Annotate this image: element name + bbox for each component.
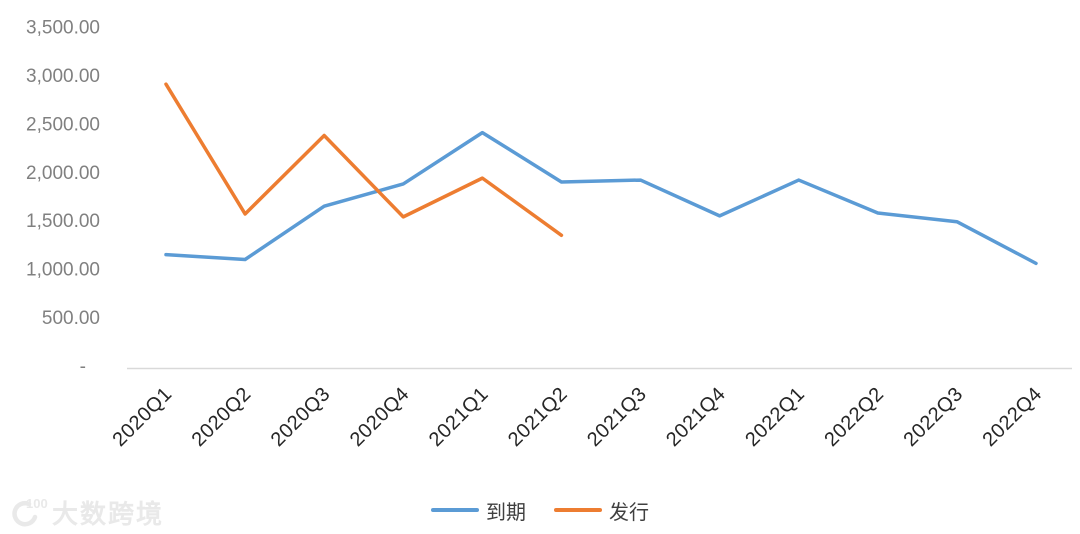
y-tick-label: -: [80, 357, 86, 378]
x-tick-label: 2020Q2: [188, 383, 256, 451]
x-tick-label: 2022Q1: [741, 383, 809, 451]
x-tick-label: 2022Q2: [820, 383, 888, 451]
x-tick-label: 2021Q4: [662, 383, 730, 451]
series-line-maturity: [164, 130, 1038, 266]
y-tick-label: 2,000.00: [26, 163, 100, 184]
legend-label-issuance: 发行: [609, 501, 649, 524]
series-line-issuance: [164, 82, 564, 238]
y-tick-label: 1,000.00: [26, 260, 100, 281]
y-tick-label: 3,500.00: [26, 18, 100, 39]
legend-label-maturity: 到期: [486, 501, 526, 524]
x-tick-label: 2021Q3: [583, 383, 651, 451]
x-tick-label: 2021Q1: [425, 383, 493, 451]
legend-item-issuance: 发行: [554, 496, 649, 525]
issuance-line-swatch: [554, 508, 602, 512]
legend: 到期 发行: [0, 494, 1080, 526]
watermark: 100 大数跨境: [8, 494, 164, 531]
watermark-logo-number: 100: [26, 496, 48, 511]
y-tick-label: 500.00: [42, 308, 100, 329]
y-tick-label: 2,500.00: [26, 114, 100, 135]
y-tick-label: 3,000.00: [26, 66, 100, 87]
x-tick-label: 2021Q2: [504, 383, 572, 451]
x-tick-label: 2022Q3: [899, 383, 967, 451]
x-tick-label: 2022Q4: [979, 383, 1047, 451]
maturity-line-swatch: [431, 508, 479, 512]
x-tick-label: 2020Q3: [267, 383, 335, 451]
x-tick-label: 2020Q1: [109, 383, 177, 451]
y-tick-label: 1,500.00: [26, 211, 100, 232]
watermark-logo-icon: 100: [12, 496, 48, 526]
x-tick-label: 2020Q4: [346, 383, 414, 451]
watermark-text: 大数跨境: [52, 499, 165, 529]
legend-item-maturity: 到期: [431, 496, 526, 525]
